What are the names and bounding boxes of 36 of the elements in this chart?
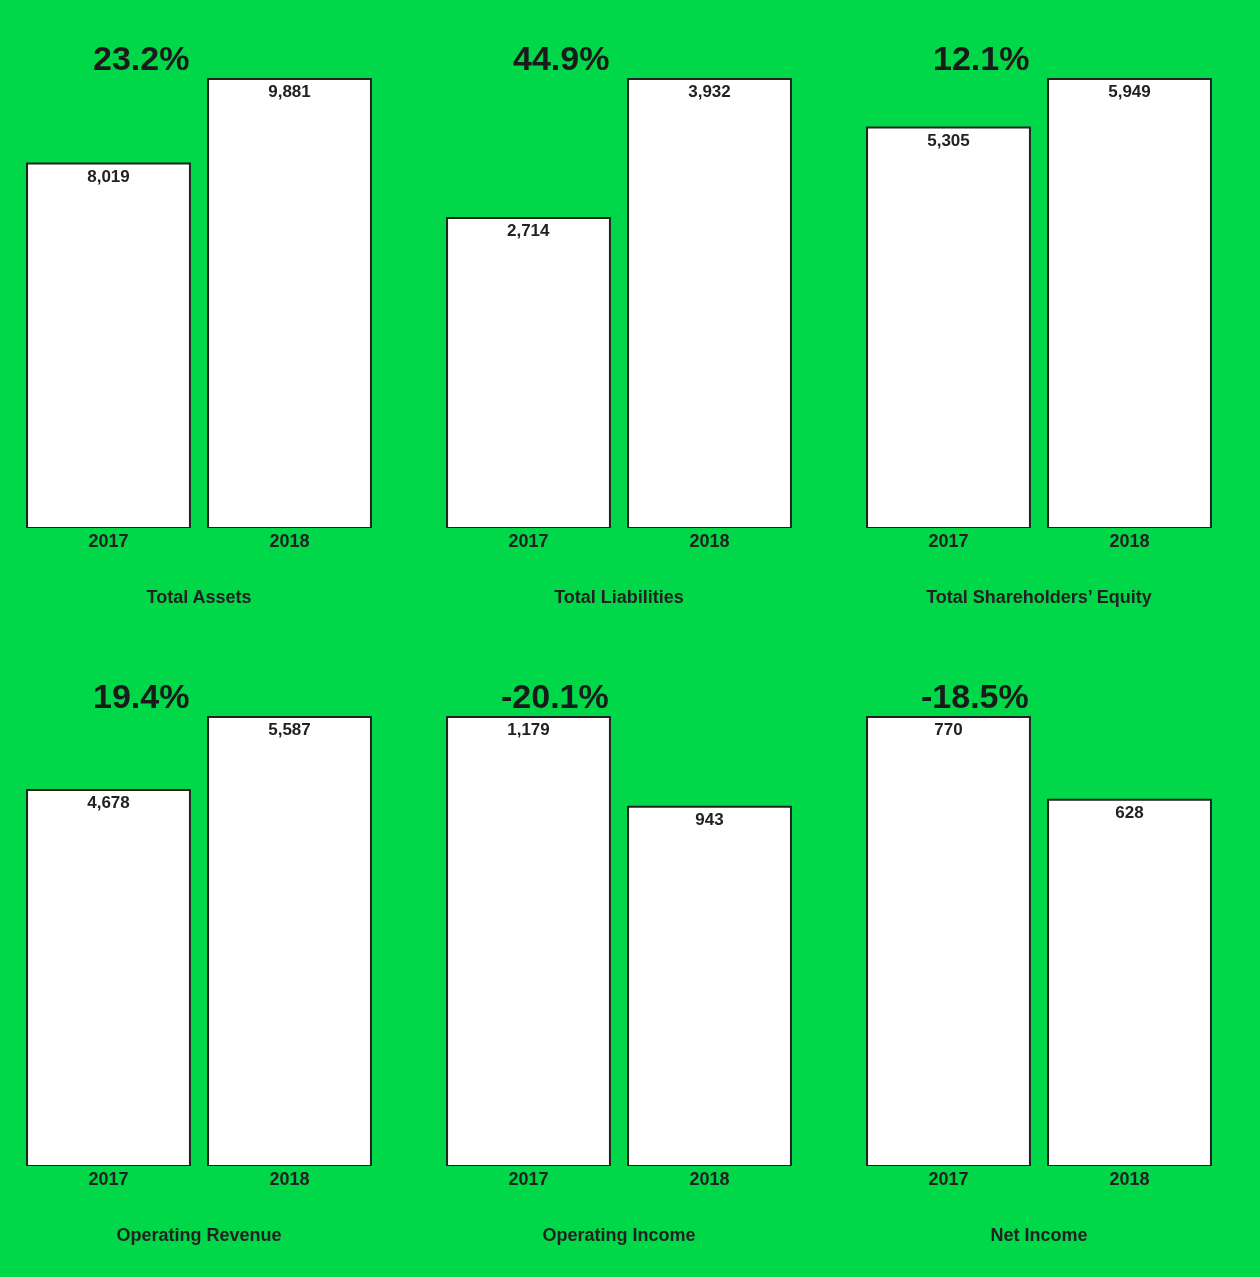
x-tick-label: 2018 [269,531,310,551]
x-tick-label: 2017 [88,1169,129,1189]
x-axis-title: Net Income [990,1225,1088,1246]
x-tick-label: 2018 [269,1169,310,1189]
data-label: 4,678 [87,793,130,813]
data-label: 5,587 [268,719,311,739]
x-tick-label: 2018 [1109,1169,1150,1189]
x-axis-title: Total Shareholders’ Equity [926,587,1152,608]
text: -20.1% [501,677,609,715]
text: 12.1% [933,39,1030,77]
data-label: 5,305 [927,130,970,150]
data-label: 1,179 [507,719,550,739]
text: 23.2% [93,39,190,77]
x-tick-label: 2018 [689,531,730,551]
x-tick-label: 2017 [88,531,129,551]
x-tick-label: 2018 [689,1169,730,1189]
x-axis-title: Total Liabilities [554,587,684,608]
text: 19.4% [93,677,190,715]
x-tick-label: 2017 [928,531,969,551]
x-axis-title: Operating Income [542,1225,696,1246]
data-label: 943 [695,809,724,829]
data-label: 2,714 [506,221,551,241]
data-label: 9,881 [268,81,311,101]
x-tick-label: 2017 [508,1169,549,1189]
data-label: 8,019 [87,166,130,186]
x-tick-label: 2018 [1109,531,1150,551]
data-label: 3,932 [688,81,731,101]
x-axis-title: Operating Revenue [116,1225,282,1246]
text: 44.9% [513,39,610,77]
data-label: 628 [1115,802,1144,822]
x-tick-label: 2017 [928,1169,969,1189]
text: -18.5% [921,677,1029,715]
x-axis-title: Total Assets [146,587,252,608]
data-label: 5,949 [1108,81,1151,101]
data-label: 770 [934,719,963,739]
x-tick-label: 2017 [508,531,549,551]
